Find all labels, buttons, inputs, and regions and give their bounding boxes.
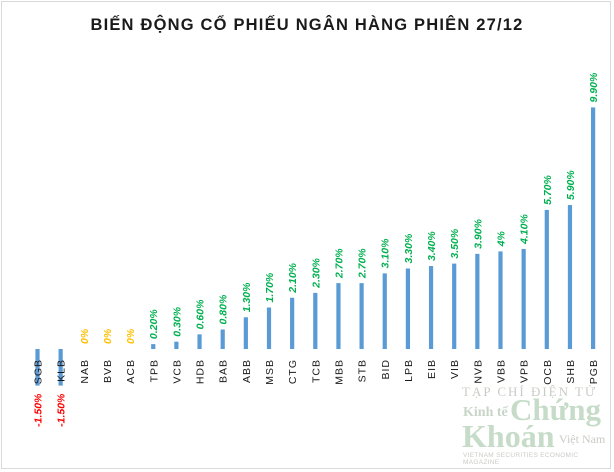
category-label: TPB: [148, 359, 160, 382]
category-label: ACB: [125, 359, 137, 384]
bar-abb: [243, 317, 248, 349]
data-label: 9.90%: [588, 72, 600, 102]
bar-tpb: [151, 344, 156, 349]
data-label: 3.10%: [380, 238, 392, 268]
data-label: -1.50%: [56, 393, 68, 427]
watermark-kinh-te: Kinh tế: [463, 405, 508, 420]
data-label: 3.40%: [426, 231, 438, 261]
bar-shb: [567, 205, 573, 349]
watermark-chung: Chứng: [510, 392, 601, 427]
bar-tcb: [313, 292, 318, 349]
bar-ocb: [544, 209, 549, 349]
category-label: OCB: [542, 359, 554, 385]
category-label: VPB: [519, 359, 531, 383]
data-label: 2.70%: [357, 248, 369, 279]
category-label: MSB: [264, 359, 276, 385]
category-label: STB: [357, 359, 369, 382]
chart-title: BIẾN ĐỘNG CỔ PHIẾU NGÂN HÀNG PHIÊN 27/12: [90, 16, 524, 34]
data-label: 0%: [79, 328, 91, 344]
data-label: 4.10%: [519, 214, 531, 245]
bar-lpb: [405, 268, 410, 349]
category-label: TCB: [310, 359, 322, 383]
category-label: EIB: [426, 359, 438, 379]
data-label: 0.60%: [195, 299, 207, 329]
bar-sgb: [35, 349, 40, 386]
category-label: CTG: [287, 359, 299, 384]
data-label: 1.30%: [241, 282, 253, 312]
data-label: 5.90%: [565, 170, 577, 200]
category-label: LPB: [403, 359, 415, 382]
bar-bab: [220, 329, 225, 349]
data-label: 0.20%: [148, 309, 160, 339]
watermark-khoan: Khoán: [462, 418, 555, 454]
category-label: VIB: [449, 359, 461, 379]
category-label: PGB: [588, 359, 600, 384]
bar-ctg: [290, 297, 295, 349]
data-label: 1.70%: [264, 272, 276, 302]
data-label: 2.70%: [333, 248, 345, 279]
category-label: VCB: [171, 359, 183, 384]
category-label: ABB: [241, 359, 253, 383]
bar-msb: [266, 307, 272, 349]
category-label: SGB: [33, 359, 45, 384]
bar-pgb: [591, 107, 596, 349]
bar-eib: [428, 266, 434, 349]
bar-vpb: [521, 248, 526, 349]
data-label: 0.80%: [218, 294, 230, 324]
bar-hdb: [197, 334, 202, 349]
bar-nvb: [475, 253, 480, 349]
category-label: HDB: [195, 359, 207, 384]
category-label: BID: [380, 359, 392, 380]
category-label: BAB: [218, 359, 230, 383]
data-label: 3.30%: [403, 233, 415, 263]
category-label: MBB: [333, 359, 345, 385]
watermark-line1: TẠP CHÍ ĐIỆN TỬ: [462, 384, 598, 399]
bar-vib: [452, 263, 457, 349]
bar-vcb: [174, 341, 179, 349]
bar-bid: [382, 273, 387, 349]
category-label: SHB: [565, 359, 577, 384]
bar-vbb: [498, 251, 503, 349]
watermark-tagline: VIETNAM SECURITIES ECONOMIC MAGAZINE: [463, 452, 579, 466]
data-label: 2.30%: [310, 257, 322, 288]
bar-klb: [58, 349, 63, 386]
category-label: VBB: [496, 359, 508, 383]
data-label: 4%: [496, 231, 508, 248]
data-label: 0.30%: [171, 306, 183, 336]
watermark-viet-nam: Việt Nam: [559, 432, 606, 446]
category-label: BVB: [102, 359, 114, 383]
bar-stb: [359, 283, 364, 349]
data-label: 3.90%: [472, 218, 484, 248]
category-label: NVB: [472, 359, 484, 384]
category-label: KLB: [56, 359, 68, 382]
data-label: 5.70%: [542, 174, 554, 204]
data-label: 3.50%: [449, 228, 461, 258]
data-label: 0%: [102, 328, 114, 344]
category-label: NAB: [79, 359, 91, 384]
data-label: -1.50%: [33, 393, 45, 427]
data-label: 2.10%: [287, 262, 299, 293]
data-label: 0%: [125, 328, 137, 344]
bar-mbb: [336, 283, 341, 349]
